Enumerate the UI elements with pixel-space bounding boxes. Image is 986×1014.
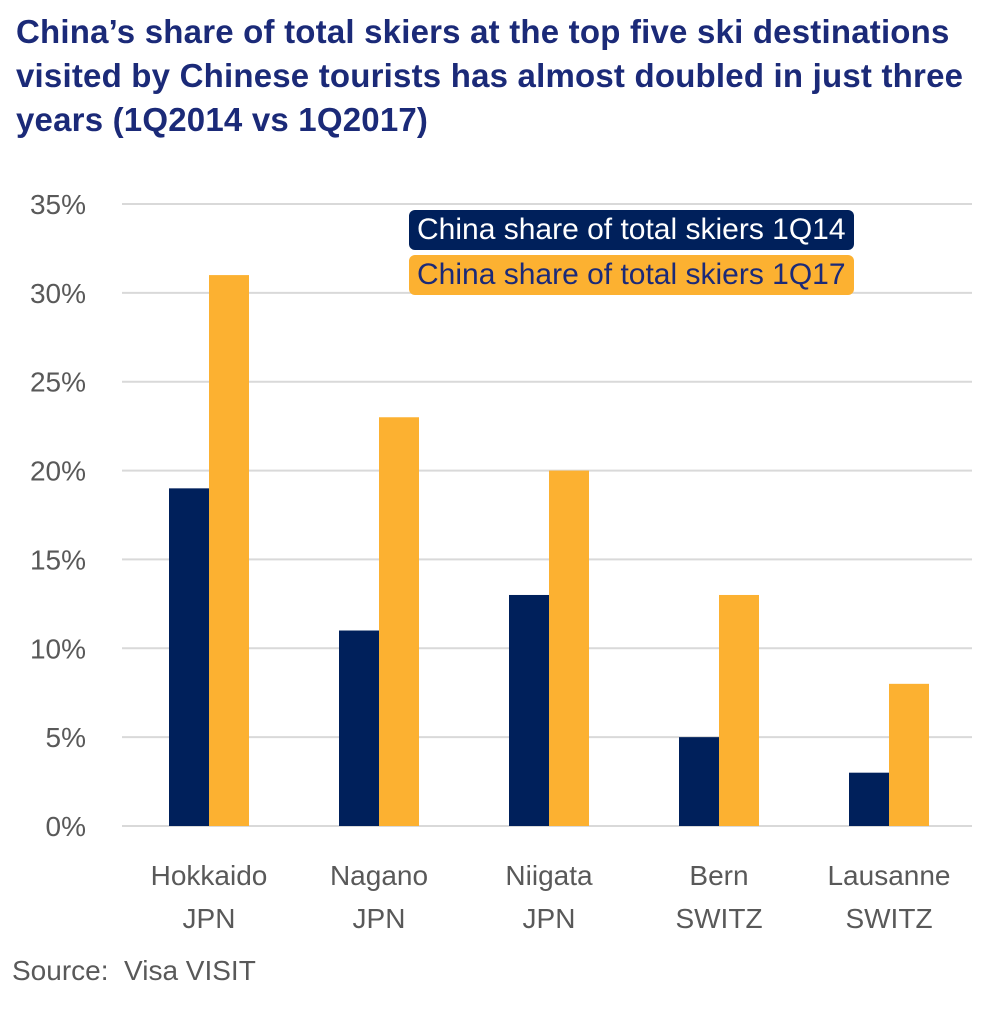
x-tick-label-name: Bern [689,860,748,891]
gridlines [122,203,972,827]
x-tick-label-name: Hokkaido [151,860,268,891]
x-tick-label-country: JPN [353,903,406,934]
x-axis-labels: Hokkaido JPN Nagano JPN Niigata JPN Bern SWITZ L… [151,860,951,934]
x-tick-label-name: Nagano [330,860,428,891]
y-tick-label: 15% [30,544,86,575]
y-tick-label: 30% [30,278,86,309]
bar-1q14 [849,772,889,826]
x-tick-label-country: SWITZ [675,903,762,934]
y-tick-label: 5% [46,722,86,753]
bar-1q14 [509,594,549,826]
bar-1q14 [679,737,719,826]
bar-1q14 [339,630,379,826]
legend-item-1q14: China share of total skiers 1Q14 [409,210,854,250]
bar-1q17 [889,683,929,826]
bar-1q17 [379,417,419,826]
bars [169,275,929,827]
legend-item-1q17: China share of total skiers 1Q17 [409,255,854,295]
bar-1q17 [719,594,759,826]
bar-1q17 [549,470,589,826]
x-tick-label-name: Lausanne [827,860,950,891]
y-tick-label: 10% [30,633,86,664]
x-tick-label-name: Niigata [505,860,593,891]
source-note: Source: Visa VISIT [12,955,256,986]
bar-1q14 [169,488,209,826]
bar-1q17 [209,275,249,827]
y-tick-label: 20% [30,456,86,487]
x-tick-label-country: SWITZ [845,903,932,934]
chart-title: China’s share of total skiers at the top… [16,13,964,138]
y-tick-label: 25% [30,367,86,398]
y-tick-label: 35% [30,189,86,220]
x-tick-label-country: JPN [523,903,576,934]
x-tick-label-country: JPN [183,903,236,934]
y-axis-ticks: 0% 5% 10% 15% 20% 25% 30% 35% [30,189,86,842]
y-tick-label: 0% [46,811,86,842]
